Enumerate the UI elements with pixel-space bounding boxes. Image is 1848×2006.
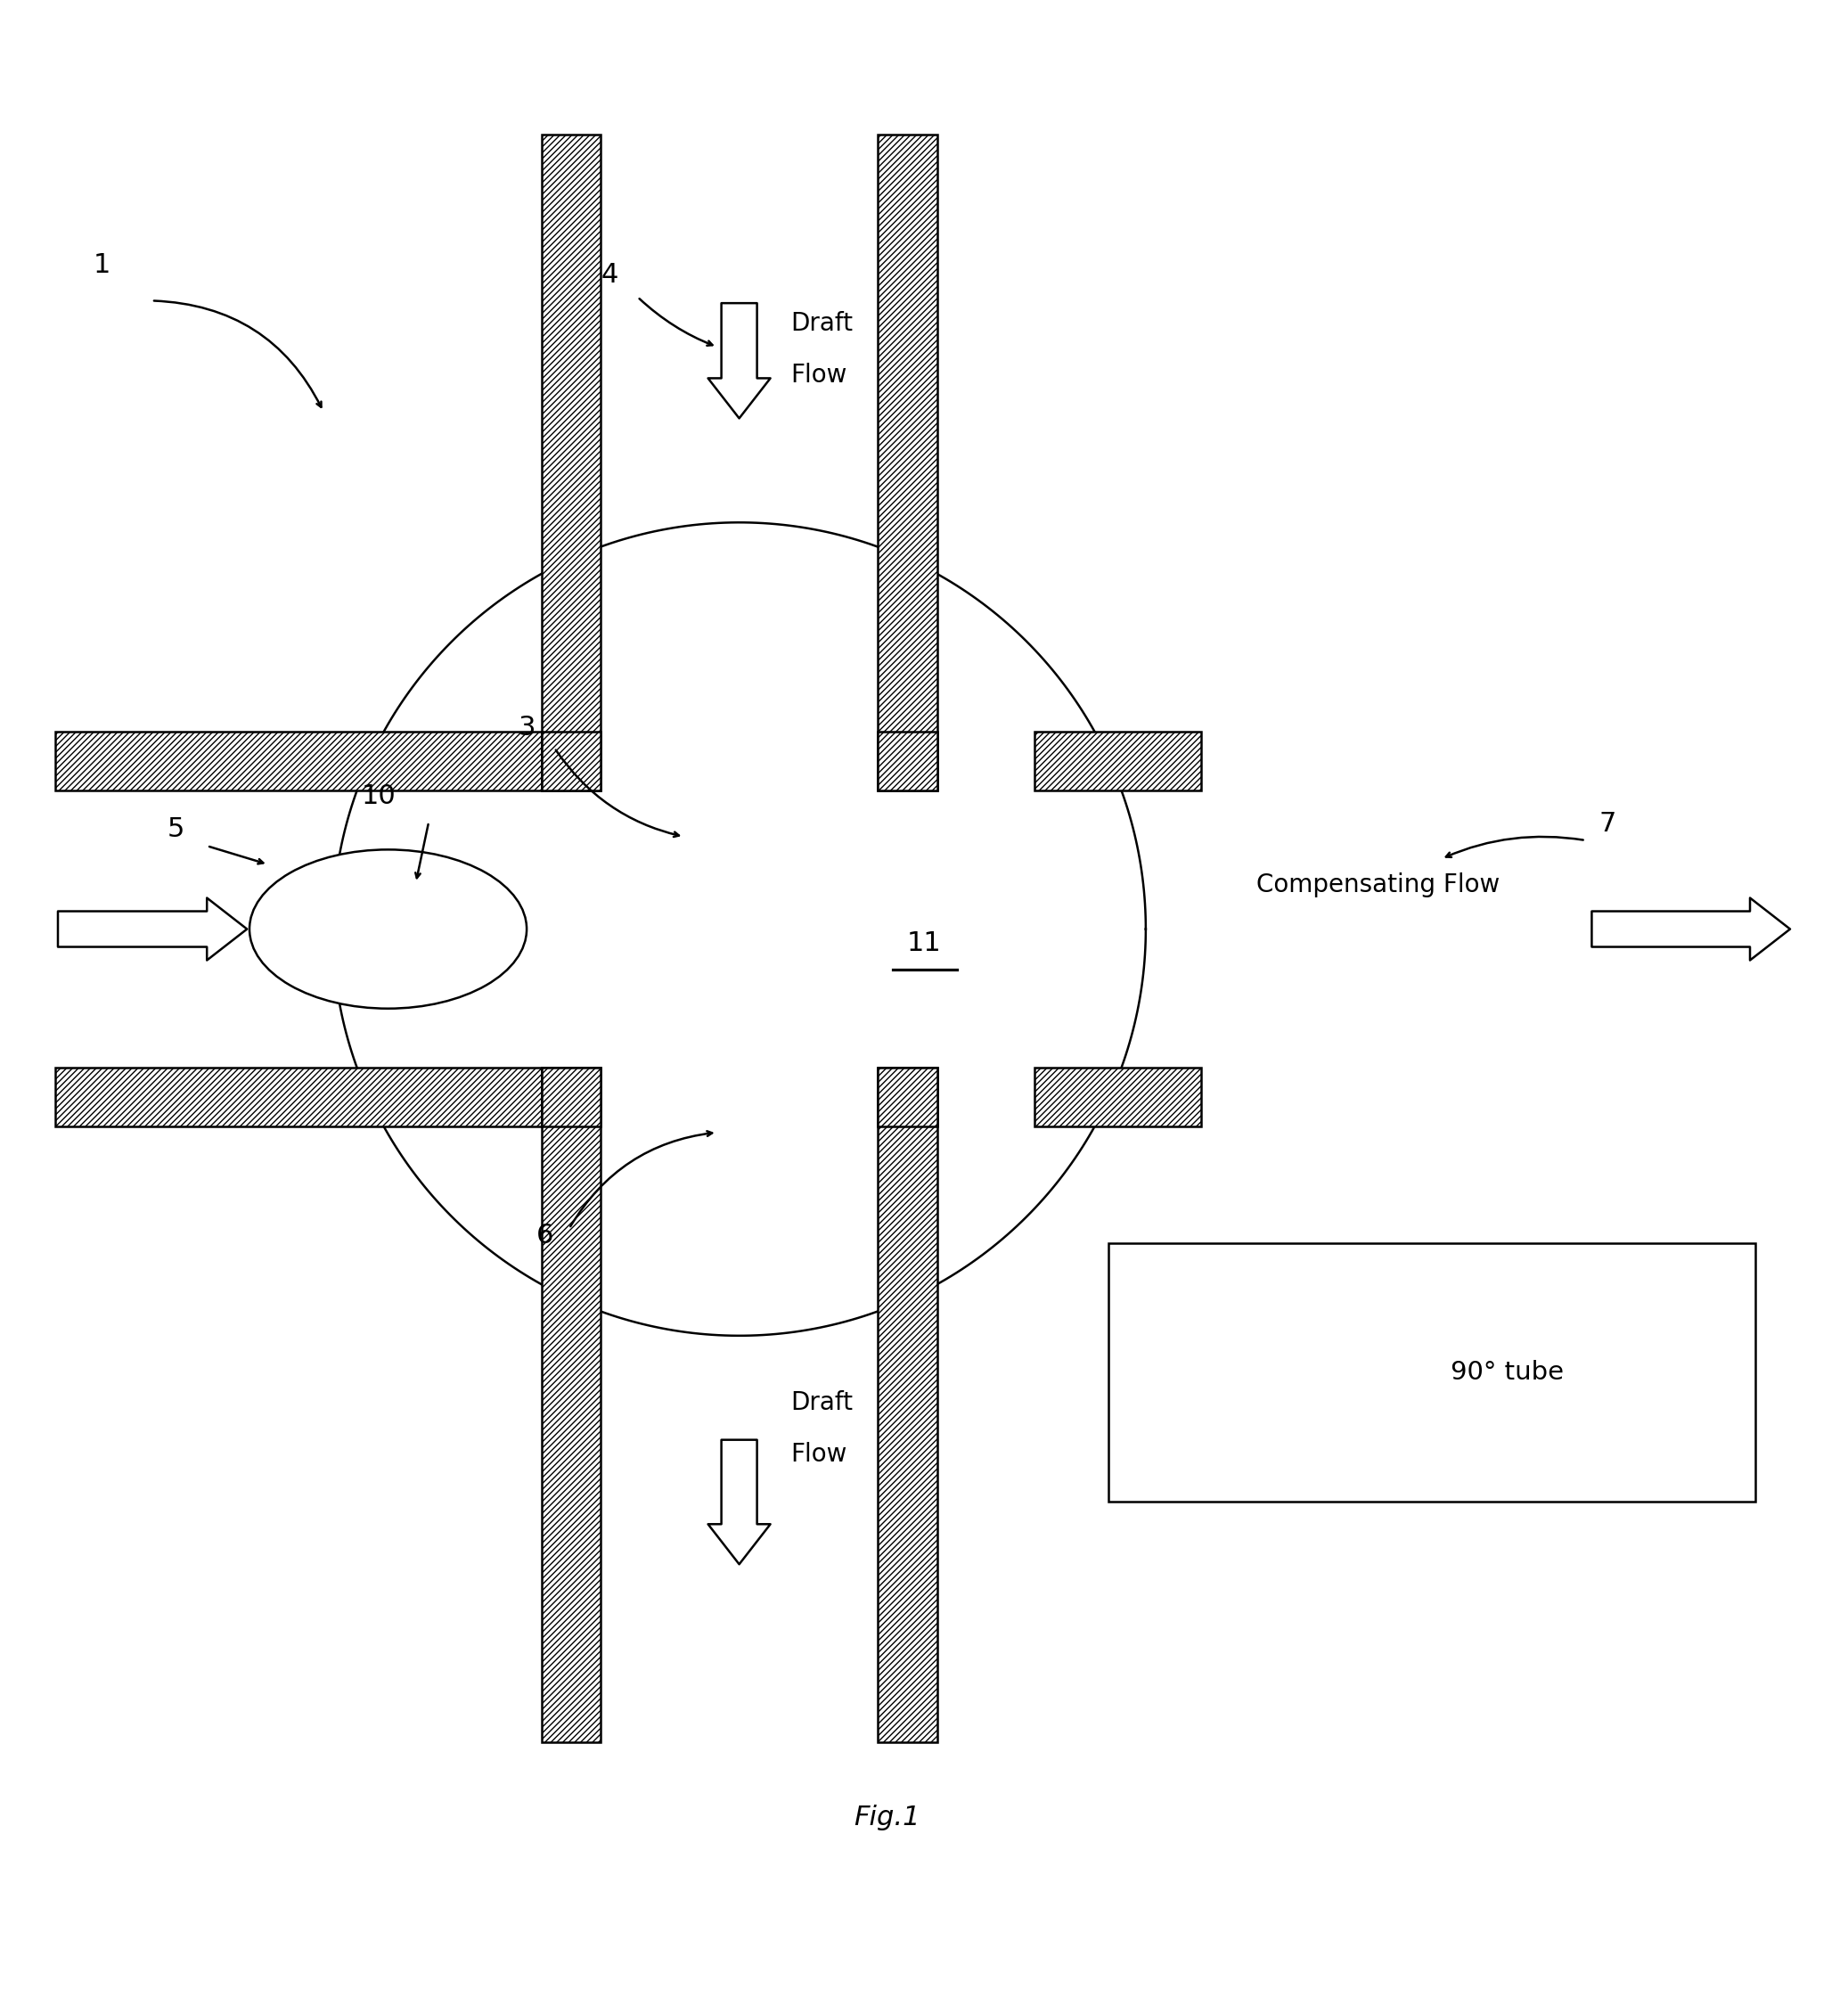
Text: 6: 6: [536, 1224, 554, 1248]
Bar: [878, 1067, 937, 1127]
Bar: [878, 134, 937, 790]
Text: Flow: Flow: [791, 363, 848, 387]
Bar: [878, 732, 937, 790]
Bar: [1142, 1414, 1410, 1460]
Text: 10: 10: [362, 782, 395, 808]
Text: 4: 4: [601, 261, 619, 287]
Bar: [1142, 1274, 1410, 1320]
Text: 90° tube: 90° tube: [1451, 1360, 1563, 1384]
Bar: [541, 134, 601, 790]
Text: 7: 7: [1599, 810, 1617, 837]
Bar: [55, 1067, 541, 1127]
Text: Fig.1: Fig.1: [854, 1805, 920, 1831]
Text: 11: 11: [907, 931, 941, 957]
Text: Flow: Flow: [791, 1442, 848, 1466]
Bar: [541, 1067, 601, 1127]
Text: Draft: Draft: [791, 311, 854, 335]
Text: 1: 1: [92, 253, 111, 279]
Bar: [1035, 732, 1201, 790]
Bar: [55, 732, 541, 790]
Text: 5: 5: [166, 816, 185, 843]
Bar: [541, 1067, 601, 1743]
Text: Draft: Draft: [791, 1390, 854, 1414]
Text: Compensating Flow: Compensating Flow: [1257, 873, 1501, 897]
Bar: [1109, 1244, 1756, 1502]
Bar: [1035, 1067, 1201, 1127]
Text: 3: 3: [517, 714, 536, 740]
Ellipse shape: [249, 851, 527, 1009]
Bar: [878, 1067, 937, 1743]
Bar: [541, 732, 601, 790]
